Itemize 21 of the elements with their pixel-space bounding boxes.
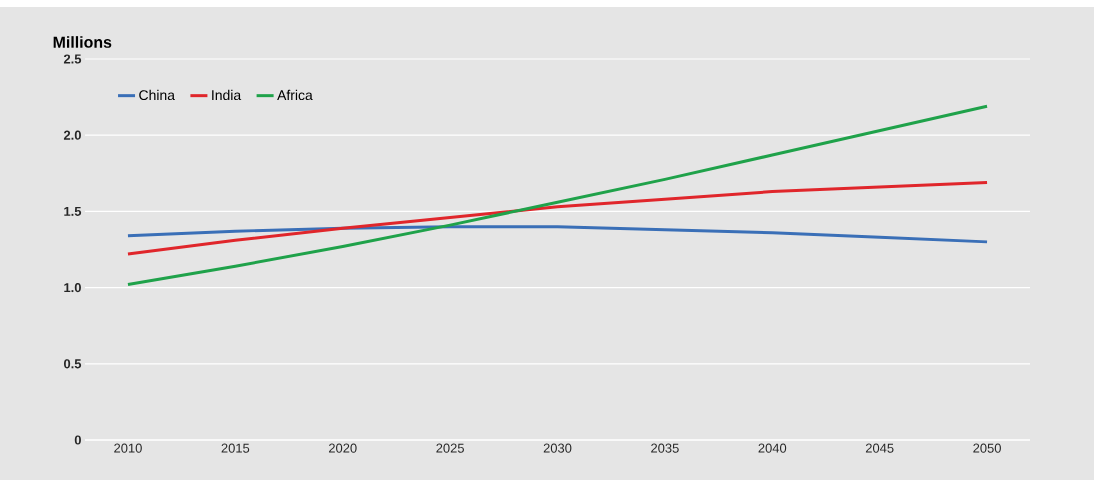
y-tick-label: 0 <box>74 435 81 445</box>
line-series <box>126 225 989 244</box>
legend-label: Africa <box>277 89 313 101</box>
x-tick-label: 2040 <box>758 443 787 453</box>
x-tick-label: 2035 <box>651 443 679 453</box>
x-tick-label: 2050 <box>973 443 1001 453</box>
x-tick-label: 2045 <box>865 443 894 453</box>
y-tick-label: 1.0 <box>64 283 81 293</box>
x-tick-label: 2020 <box>328 443 357 453</box>
line-series <box>126 180 989 256</box>
y-tick-label: 2.0 <box>63 130 81 140</box>
legend-label: India <box>212 89 242 101</box>
legend-label: China <box>139 89 175 101</box>
x-tick-label: 2030 <box>543 443 572 453</box>
x-tick-label: 2025 <box>436 443 464 453</box>
y-tick-label: 1.5 <box>64 206 82 216</box>
y-tick-label: 2.5 <box>63 54 82 64</box>
x-tick-label: 2015 <box>221 443 250 453</box>
y-axis-title: Millions <box>53 36 112 48</box>
x-tick-label: 2010 <box>114 443 142 453</box>
y-tick-label: 0.5 <box>63 359 82 369</box>
